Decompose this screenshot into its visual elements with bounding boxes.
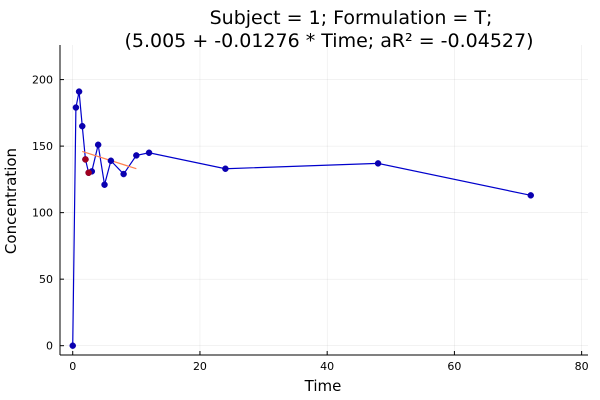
data-point [133, 152, 140, 159]
x-tick-label: 80 [575, 360, 589, 373]
y-tick-label: 150 [32, 140, 53, 153]
x-tick-label: 20 [193, 360, 207, 373]
y-axis-label: Concentration [2, 148, 20, 254]
series-line-concentration [72, 91, 531, 346]
y-tick-label: 200 [32, 74, 53, 87]
ticks-layer: 0 20 40 60 80 0 50 100 150 200 [32, 74, 589, 373]
data-point [374, 160, 382, 167]
axes-layer [59, 45, 588, 356]
chart-title-line2: (5.005 + -0.01276 * Time; aR² = -0.04527… [124, 30, 533, 52]
x-tick-label: 0 [69, 360, 76, 373]
data-point [101, 181, 108, 188]
data-point [79, 122, 86, 130]
series-layer [69, 88, 534, 349]
data-point [107, 157, 115, 165]
y-tick-label: 0 [46, 340, 53, 353]
data-point [222, 165, 229, 172]
x-axis-label: Time [304, 377, 342, 395]
grid-layer [60, 45, 588, 355]
data-point [72, 104, 80, 111]
highlighted-data-point [82, 156, 89, 163]
data-point [75, 88, 83, 95]
x-tick-label: 40 [320, 360, 334, 373]
x-tick-label: 60 [447, 360, 461, 373]
y-tick-label: 50 [39, 273, 53, 286]
highlighted-data-point [85, 169, 92, 176]
data-point [69, 342, 76, 349]
y-tick-label: 100 [32, 207, 53, 220]
data-point [145, 149, 153, 157]
data-point [94, 141, 102, 149]
data-point [120, 170, 127, 178]
chart-title-line1: Subject = 1; Formulation = T; [210, 7, 493, 29]
data-point [527, 192, 534, 199]
